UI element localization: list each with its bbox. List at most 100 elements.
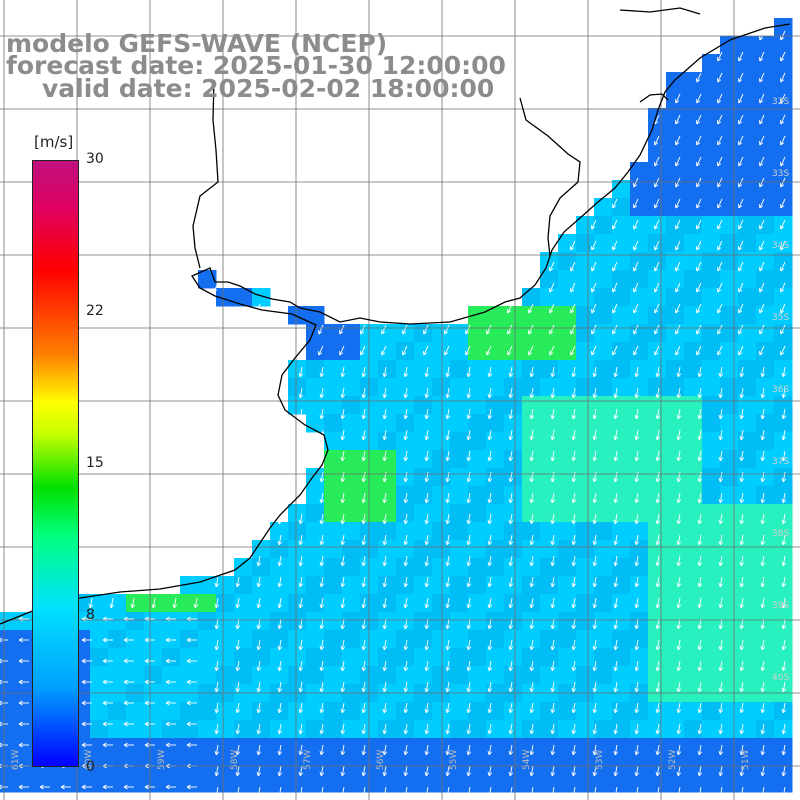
wind-speed-cell [738,108,757,127]
wind-speed-cell [396,720,415,739]
wind-arrow [612,198,618,209]
wind-speed-cell [540,306,559,325]
wind-arrow [676,660,682,672]
wind-speed-cell [738,558,757,577]
wind-arrow [445,534,451,546]
wind-arrow [781,744,787,756]
wind-arrow [18,658,29,664]
wind-speed-cell [450,360,469,379]
wind-arrow [339,345,345,356]
wind-speed-cell [702,486,721,505]
wind-arrow [214,723,220,735]
wind-speed-cell [684,342,703,361]
longitude-label: 51W [741,750,751,770]
wind-speed-cell [702,396,721,415]
wind-speed-cell [414,738,433,757]
wind-arrow [591,345,597,356]
wind-speed-cell [666,234,685,253]
wind-arrow [675,261,681,272]
wind-arrow [361,576,367,588]
wind-arrow [760,618,766,630]
wind-speed-cell [108,666,127,685]
wind-arrow [592,492,598,504]
wind-arrow [18,679,29,685]
wind-arrow [165,742,176,748]
wind-speed-cell [576,612,595,631]
wind-speed-cell [630,648,649,667]
wind-speed-cell [576,342,595,361]
wind-arrow [634,555,640,567]
wind-speed-cell [720,198,739,217]
wind-speed-cell [540,702,559,721]
wind-speed-cell [648,342,667,361]
wind-speed-cell [774,180,793,199]
wind-arrow [696,303,702,314]
wind-arrow [760,786,766,798]
wind-speed-cell [324,648,343,667]
wind-arrow [550,576,556,588]
wind-arrow [571,639,577,651]
wind-speed-cell [126,702,145,721]
wind-speed-cell [540,720,559,739]
wind-arrow [81,679,92,685]
wind-speed-cell [414,396,433,415]
wind-speed-cell [576,288,595,307]
wind-arrow [654,303,660,314]
wind-speed-cell [648,504,667,523]
wind-arrow [466,618,472,630]
wind-arrow [186,679,197,685]
wind-speed-cell [738,198,757,217]
wind-arrow [739,765,745,777]
wind-arrow [319,639,325,651]
wind-speed-cell [540,414,559,433]
wind-arrow [298,555,304,567]
wind-arrow [549,345,555,356]
wind-speed-cell [594,324,613,343]
wind-arrow [759,345,765,356]
wind-arrow [403,492,409,504]
wind-arrow [697,450,703,462]
wind-arrow [655,513,661,525]
wind-arrow [298,660,304,672]
wind-speed-cell [18,612,37,631]
wind-speed-cell [450,756,469,775]
wind-speed-cell [324,702,343,721]
wind-speed-cell [594,450,613,469]
wind-speed-cell [342,594,361,613]
wind-speed-cell [324,720,343,739]
wind-speed-cell [0,720,19,739]
wind-speed-cell [18,648,37,667]
wind-arrow [277,744,283,756]
wind-arrow [550,618,556,630]
wind-speed-cell [612,198,631,217]
wind-arrow [654,177,660,188]
wind-speed-cell [702,738,721,757]
wind-speed-cell [720,558,739,577]
wind-arrow [508,408,514,420]
wind-speed-cell [648,288,667,307]
wind-speed-cell [378,774,397,793]
wind-speed-cell [162,756,181,775]
wind-arrow [655,387,661,399]
wind-arrow [361,786,367,798]
wind-arrow [717,177,723,188]
wind-speed-cell [288,756,307,775]
wind-speed-cell [378,666,397,685]
wind-speed-cell [630,702,649,721]
wind-speed-cell [486,630,505,649]
wind-speed-cell [576,774,595,793]
wind-arrow [123,679,134,685]
wind-arrow [319,534,325,546]
wind-speed-cell [756,144,775,163]
wind-speed-cell [558,756,577,775]
wind-arrow [550,702,556,714]
wind-speed-cell [396,342,415,361]
wind-speed-cell [612,234,631,253]
wind-arrow [676,555,682,567]
wind-speed-cell [756,180,775,199]
wind-speed-cell [486,468,505,487]
wind-arrow [739,744,745,756]
wind-speed-cell [756,612,775,631]
wind-speed-cell [468,522,487,541]
wind-speed-cell [342,558,361,577]
